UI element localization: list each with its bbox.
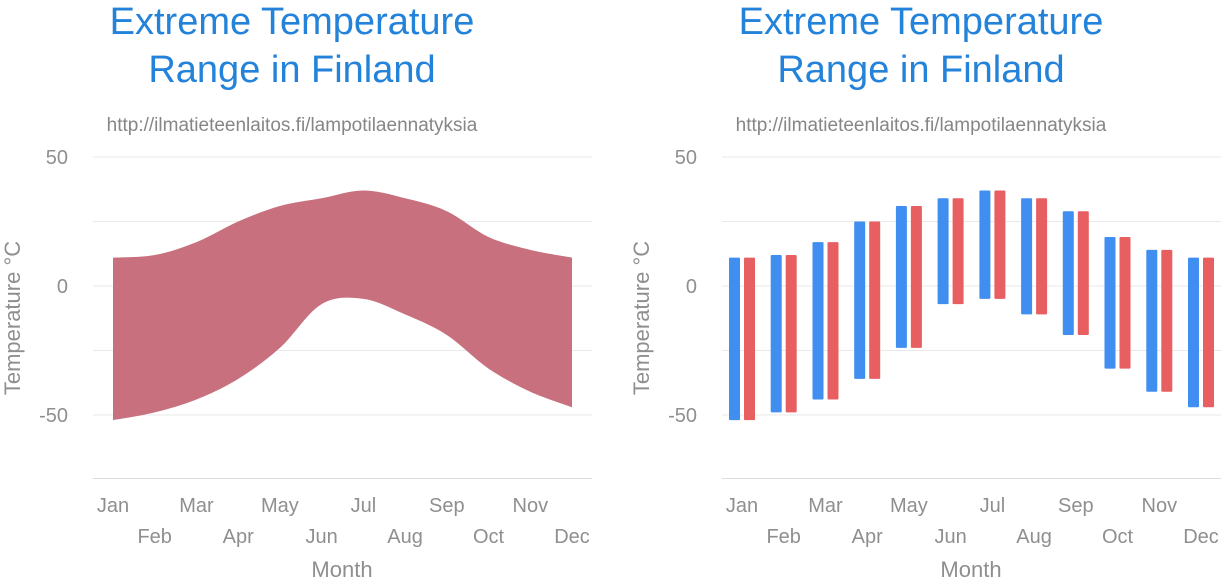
range-bar-range-blue-jun[interactable] (937, 198, 949, 305)
chart-title-line-2: Range in Finland (148, 49, 435, 91)
range-bar-range-blue-aug[interactable] (1021, 198, 1033, 315)
range-bar-range-red-dec[interactable] (1203, 257, 1214, 408)
range-bar-range-red-jun[interactable] (952, 198, 964, 305)
range-bar-range-red-jan[interactable] (744, 257, 755, 421)
x-tick-label-jan: Jan (97, 495, 129, 517)
range-bar-range-blue-oct[interactable] (1104, 237, 1116, 369)
range-bar-range-red-nov[interactable] (1161, 249, 1173, 392)
extreme-temperature-range-bar-chart: 50 0 -50 Jan Feb Mar Apr May Jun Jul Aug Sep Oct NovD… (629, 1, 1221, 582)
extreme-temperature-area-chart: 50 0 -50 Jan Feb Mar Apr May Jun Jul Aug Sep Oct NovD… (0, 1, 592, 582)
x-tick-label-jun: Jun (305, 526, 337, 548)
y-tick-label-0: 0 (57, 276, 68, 298)
x-tick-label-aug: Aug (1016, 526, 1052, 548)
bar-chart-plot-area: 50 0 -50 Jan Feb Mar Apr May Jun Jul Aug Sep Oct NovD… (668, 147, 1221, 548)
y-axis-title: Temperature °C (629, 241, 654, 395)
range-bar-range-red-sep[interactable] (1077, 211, 1089, 335)
x-tick-label-feb: Feb (766, 526, 800, 548)
chart-title-line-2: Range in Finland (777, 49, 1064, 91)
range-bar-range-red-oct[interactable] (1119, 237, 1131, 369)
chart-subtitle: http://ilmatieteenlaitos.fi/lampotilaenn… (736, 115, 1107, 136)
x-tick-label-jul: Jul (351, 495, 377, 517)
x-tick-label-aug: Aug (387, 526, 423, 548)
range-bar-range-blue-jul[interactable] (979, 190, 991, 299)
x-tick-label-apr: Apr (852, 526, 883, 548)
range-bar-range-red-jul[interactable] (994, 190, 1006, 299)
range-bar-range-blue-sep[interactable] (1062, 211, 1074, 335)
area-chart-plot-area: 50 0 -50 Jan Feb Mar Apr May Jun Jul Aug Sep Oct NovD… (39, 147, 592, 548)
x-tick-label-nov: Nov (1142, 495, 1178, 517)
range-bar-range-blue-dec[interactable] (1188, 257, 1199, 408)
x-tick-label-sep: Sep (1058, 495, 1094, 517)
range-bar-range-red-feb[interactable] (785, 255, 797, 413)
x-tick-label-apr: Apr (223, 526, 254, 548)
x-tick-label-dec: Dec (554, 526, 590, 548)
x-axis-title: Month (940, 557, 1001, 582)
x-tick-label-oct: Oct (1102, 526, 1134, 548)
y-tick-label-0: 0 (686, 276, 697, 298)
range-bar-range-red-aug[interactable] (1036, 198, 1048, 315)
x-axis-title: Month (311, 557, 372, 582)
range-bar-range-blue-feb[interactable] (770, 255, 782, 413)
range-bar-range-blue-nov[interactable] (1146, 249, 1158, 392)
x-tick-label-may: May (890, 495, 928, 517)
y-tick-label-50: 50 (675, 147, 697, 169)
x-tick-label-jan: Jan (726, 495, 758, 517)
range-bar-range-red-mar[interactable] (827, 242, 839, 400)
range-bar-range-blue-apr[interactable] (854, 221, 866, 379)
range-bar-range-red-may[interactable] (910, 206, 922, 348)
range-bar-range-red-apr[interactable] (869, 221, 881, 379)
x-tick-label-sep: Sep (429, 495, 465, 517)
x-tick-label-oct: Oct (473, 526, 505, 548)
chart-title-line-1: Extreme Temperature (739, 1, 1104, 43)
temperature-range-area[interactable] (113, 190, 572, 421)
x-tick-label-mar: Mar (179, 495, 214, 517)
chart-subtitle: http://ilmatieteenlaitos.fi/lampotilaenn… (107, 115, 478, 136)
y-tick-label--50: -50 (39, 405, 68, 427)
x-tick-label-jul: Jul (980, 495, 1006, 517)
x-tick-label-dec: Dec (1183, 526, 1219, 548)
y-tick-label-50: 50 (46, 147, 68, 169)
range-bar-range-blue-may[interactable] (895, 206, 907, 348)
x-tick-label-mar: Mar (808, 495, 843, 517)
y-tick-label--50: -50 (668, 405, 697, 427)
x-tick-label-feb: Feb (137, 526, 171, 548)
x-tick-label-nov: Nov (513, 495, 549, 517)
x-tick-label-may: May (261, 495, 299, 517)
chart-title-line-1: Extreme Temperature (110, 1, 475, 43)
range-bar-range-blue-mar[interactable] (812, 242, 824, 400)
range-bar-range-blue-jan[interactable] (729, 257, 740, 421)
x-tick-label-jun: Jun (934, 526, 966, 548)
y-axis-title: Temperature °C (0, 241, 25, 395)
